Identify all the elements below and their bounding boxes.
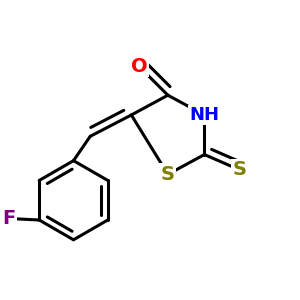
Text: S: S [161, 165, 175, 184]
Text: F: F [2, 209, 15, 228]
Text: S: S [232, 160, 246, 179]
Text: NH: NH [189, 106, 219, 124]
Text: O: O [130, 57, 147, 76]
